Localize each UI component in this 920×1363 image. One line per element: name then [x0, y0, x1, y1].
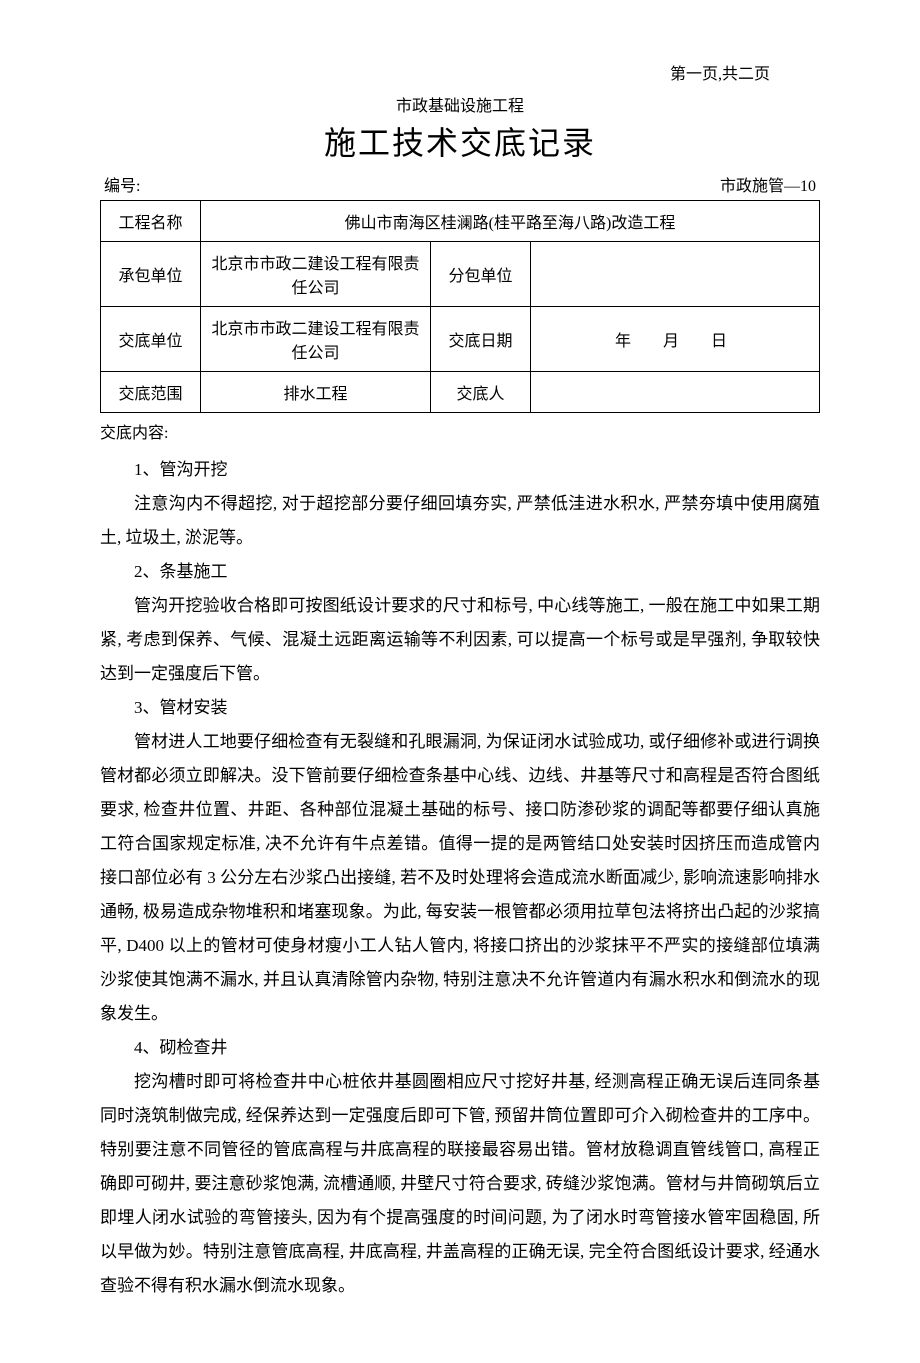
- section-3-text: 管材进人工地要仔细检查有无裂缝和孔眼漏洞, 为保证闭水试验成功, 或仔细修补或进…: [100, 725, 820, 1031]
- disclose-scope-value: 排水工程: [201, 372, 431, 413]
- serial-label: 编号:: [104, 172, 140, 196]
- contractor-value: 北京市市政二建设工程有限责任公司: [201, 242, 431, 307]
- subcontractor-value: [531, 242, 820, 307]
- section-2-text: 管沟开挖验收合格即可按图纸设计要求的尺寸和标号, 中心线等施工, 一般在施工中如…: [100, 589, 820, 691]
- disclose-date-label: 交底日期: [431, 307, 531, 372]
- content-body: 1、管沟开挖 注意沟内不得超挖, 对于超挖部分要仔细回填夯实, 严禁低洼进水积水…: [100, 453, 820, 1303]
- document-subtitle: 市政基础设施工程: [100, 92, 820, 116]
- disclose-person-label: 交底人: [431, 372, 531, 413]
- serial-value: 市政施管—10: [720, 172, 816, 196]
- project-name-value: 佛山市南海区桂澜路(桂平路至海八路)改造工程: [201, 201, 820, 242]
- subcontractor-label: 分包单位: [431, 242, 531, 307]
- serial-row: 编号: 市政施管—10: [100, 172, 820, 196]
- disclose-person-value: [531, 372, 820, 413]
- disclose-date-value: 年 月 日: [531, 307, 820, 372]
- info-table: 工程名称 佛山市南海区桂澜路(桂平路至海八路)改造工程 承包单位 北京市市政二建…: [100, 200, 820, 413]
- disclose-unit-value: 北京市市政二建设工程有限责任公司: [201, 307, 431, 372]
- section-3-head: 3、管材安装: [100, 691, 820, 725]
- table-row: 承包单位 北京市市政二建设工程有限责任公司 分包单位: [101, 242, 820, 307]
- document-title: 施工技术交底记录: [100, 118, 820, 164]
- disclose-scope-label: 交底范围: [101, 372, 201, 413]
- section-4-head: 4、砌检查井: [100, 1031, 820, 1065]
- project-name-label: 工程名称: [101, 201, 201, 242]
- section-4-text: 挖沟槽时即可将检查井中心桩依井基圆圈相应尺寸挖好井基, 经测高程正确无误后连同条…: [100, 1065, 820, 1303]
- table-row: 交底范围 排水工程 交底人: [101, 372, 820, 413]
- disclose-unit-label: 交底单位: [101, 307, 201, 372]
- content-label: 交底内容:: [100, 419, 820, 443]
- contractor-label: 承包单位: [101, 242, 201, 307]
- page-number: 第一页,共二页: [100, 60, 820, 84]
- table-row: 交底单位 北京市市政二建设工程有限责任公司 交底日期 年 月 日: [101, 307, 820, 372]
- section-2-head: 2、条基施工: [100, 555, 820, 589]
- section-1-text: 注意沟内不得超挖, 对于超挖部分要仔细回填夯实, 严禁低洼进水积水, 严禁夯填中…: [100, 487, 820, 555]
- section-1-head: 1、管沟开挖: [100, 453, 820, 487]
- table-row: 工程名称 佛山市南海区桂澜路(桂平路至海八路)改造工程: [101, 201, 820, 242]
